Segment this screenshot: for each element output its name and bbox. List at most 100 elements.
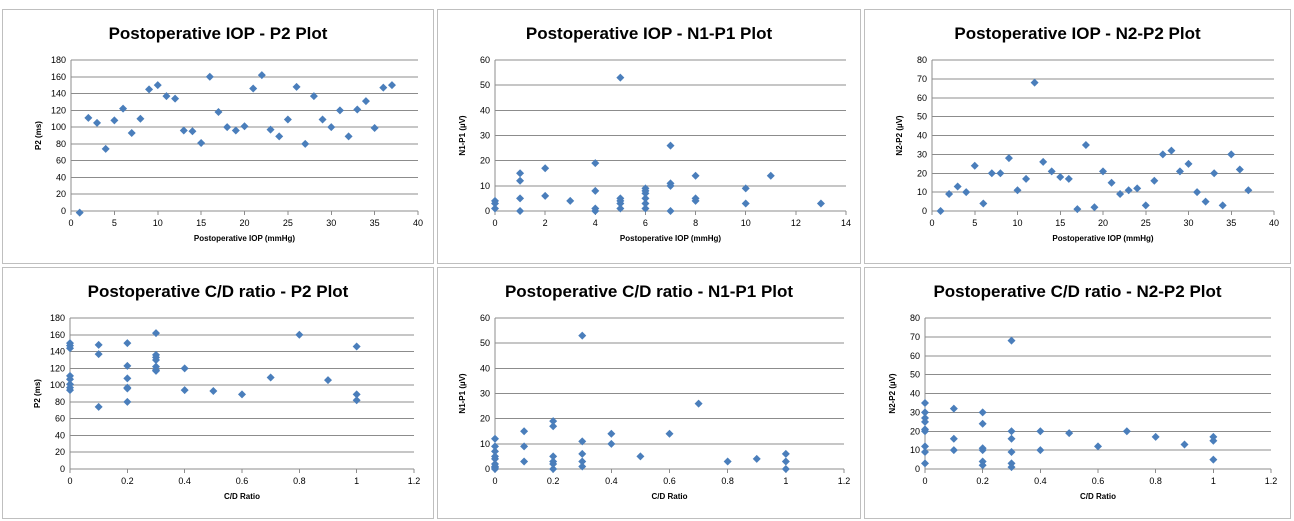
x-tick-label: 1 [783,476,788,486]
chart-iop-n2p2: Postoperative IOP - N2-P2 Plot 0 10 20 30 40 5… [895,24,1279,243]
y-tick-label: 80 [917,55,927,65]
y-tick-label: 100 [51,122,66,132]
y-tick-label: 40 [910,389,920,399]
data-point [66,344,74,353]
x-tick-label: 0.4 [1034,476,1047,486]
y-tick-label: 20 [910,426,920,436]
data-point [491,454,499,463]
data-point [379,83,388,92]
data-point [491,434,499,443]
y-tick-label: 80 [910,313,920,323]
data-point [1175,167,1184,176]
y-tick-label: 0 [485,206,490,216]
data-point [1039,157,1048,166]
y-tick-label: 60 [480,313,490,323]
data-point [978,461,987,470]
y-tick-label: 60 [917,93,927,103]
y-tick-label: 40 [480,363,490,373]
data-point [921,408,929,417]
data-point [214,108,223,117]
y-tick-label: 60 [55,414,65,424]
x-tick-label: 35 [1226,218,1236,228]
x-tick-label: 30 [326,218,336,228]
data-point [94,350,103,359]
data-point [335,106,344,115]
data-point [1007,434,1016,443]
y-tick-label: 50 [480,80,490,90]
y-tick-label: 30 [910,407,920,417]
data-point [344,132,353,141]
data-point [127,128,136,137]
x-tick-label: 20 [239,218,249,228]
y-axis-label: N2-P2 (µV) [888,373,897,414]
data-point [309,92,318,101]
data-point [209,386,218,395]
y-tick-label: 0 [922,206,927,216]
data-point [816,199,825,208]
x-tick-label: 12 [791,218,801,228]
data-point [945,190,954,199]
data-point [691,196,700,205]
y-tick-label: 20 [480,156,490,166]
x-tick-label: 0.2 [976,476,989,486]
data-point [1107,178,1116,187]
x-axis-label: C/D Ratio [652,492,688,501]
x-tick-label: 0.2 [547,476,560,486]
y-tick-label: 20 [480,414,490,424]
data-point [266,125,275,134]
data-point [1209,455,1218,464]
data-point [84,113,93,122]
x-tick-label: 30 [1183,218,1193,228]
x-tick-label: 0 [922,476,927,486]
data-point [370,123,379,132]
data-point [781,457,790,466]
data-point [292,82,301,91]
y-tick-label: 30 [480,389,490,399]
x-tick-label: 2 [543,218,548,228]
data-point [516,207,525,215]
data-point [1167,146,1176,155]
data-point [101,144,110,153]
data-point [921,398,929,407]
data-point [491,465,499,473]
data-point [978,446,987,455]
data-point [1141,201,1150,210]
y-tick-label: 40 [56,172,66,182]
data-point [152,329,160,338]
y-tick-label: 10 [910,445,920,455]
x-tick-label: 0 [68,218,73,228]
data-point [188,127,197,136]
data-point [520,457,529,466]
data-point [1081,140,1090,149]
data-point [953,182,962,191]
y-tick-label: 70 [910,332,920,342]
data-point [162,92,171,101]
y-tick-label: 50 [917,112,927,122]
data-point [781,449,790,458]
data-point [1036,427,1045,436]
data-point [352,396,361,405]
x-tick-label: 0.2 [121,476,134,486]
data-point [1064,174,1073,183]
data-point [578,457,587,466]
data-point [491,442,499,451]
data-point [491,196,499,205]
y-tick-label: 10 [480,181,490,191]
y-tick-label: 10 [480,439,490,449]
y-axis-label: N1-P1 (µV) [458,373,467,414]
data-point [1184,159,1193,168]
data-point [197,139,206,148]
data-point [978,408,987,417]
y-tick-label: 40 [917,131,927,141]
y-axis-label: N1-P1 (µV) [458,115,467,156]
data-point [566,196,575,205]
x-tick-label: 0.8 [1149,476,1162,486]
x-tick-label: 10 [741,218,751,228]
x-tick-label: 35 [370,218,380,228]
data-point [752,454,761,463]
x-tick-label: 0.6 [1092,476,1105,486]
data-point [327,123,336,132]
data-point [591,159,600,168]
data-point [110,116,119,125]
y-tick-label: 80 [55,397,65,407]
